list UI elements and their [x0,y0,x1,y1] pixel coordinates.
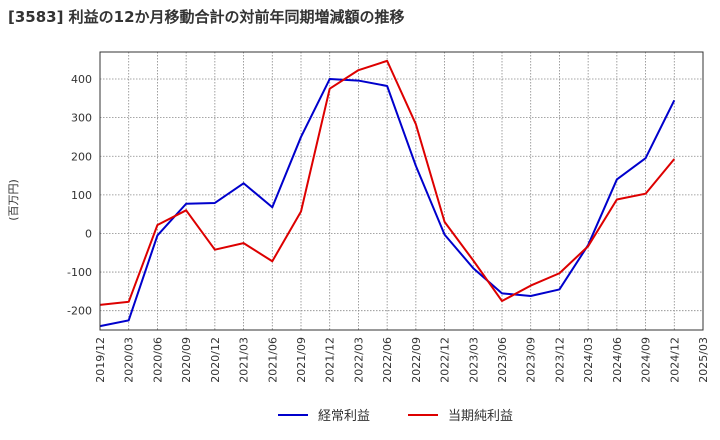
x-tick-label: 2023/06 [496,337,509,383]
y-tick-label: 0 [85,227,92,240]
x-tick-label: 2022/12 [439,337,452,383]
plot-area-frame [99,51,704,331]
legend-label-2: 当期純利益 [448,409,513,424]
y-tick-label: 200 [71,150,92,163]
series-layer [99,59,676,328]
x-tick-label: 2020/09 [180,337,193,383]
x-tick-label: 2023/12 [553,337,566,383]
x-tick-label: 2019/12 [94,337,107,383]
x-tick-label: 2022/06 [381,337,394,383]
x-tick-label: 2024/06 [611,337,624,383]
x-tick-label: 2021/12 [324,337,337,383]
series-line-2 [99,59,676,306]
x-tick-label: 2022/09 [410,337,423,383]
y-tick-label: 300 [71,112,92,125]
legend: 経常利益 当期純利益 [278,409,513,424]
x-tick-label: 2020/12 [209,337,222,383]
x-tick-label: 2020/03 [123,337,136,383]
series-line-1 [99,78,676,328]
x-tick-label: 2021/06 [266,337,279,383]
y-tick-label: -200 [67,305,92,318]
x-tick-label: 2024/03 [582,337,595,383]
x-tick-label: 2021/09 [295,337,308,383]
x-tick-labels: 2019/12 2020/03 2020/06 2020/09 2020/12 2021/… [94,337,710,383]
plot-area-background [100,52,703,330]
legend-label-1: 経常利益 [318,409,370,424]
x-tick-label: 2020/06 [151,337,164,383]
x-tick-label: 2023/09 [525,337,538,383]
chart-title: [3583] 利益の12か月移動合計の対前年同期増減額の推移 [8,8,405,26]
x-tick-label: 2024/12 [668,337,681,383]
x-tick-label: 2024/09 [640,337,653,383]
y-tick-labels: -200 -100 0 100 200 300 400 [67,73,92,318]
x-tick-label: 2025/03 [697,337,710,383]
y-axis-label: (百万円) [7,179,20,221]
y-tick-label: 400 [71,73,92,86]
y-tick-label: 100 [71,189,92,202]
y-tick-label: -100 [67,266,92,279]
x-tick-label: 2022/03 [352,337,365,383]
x-tick-label: 2021/03 [238,337,251,383]
x-tick-label: 2023/03 [467,337,480,383]
